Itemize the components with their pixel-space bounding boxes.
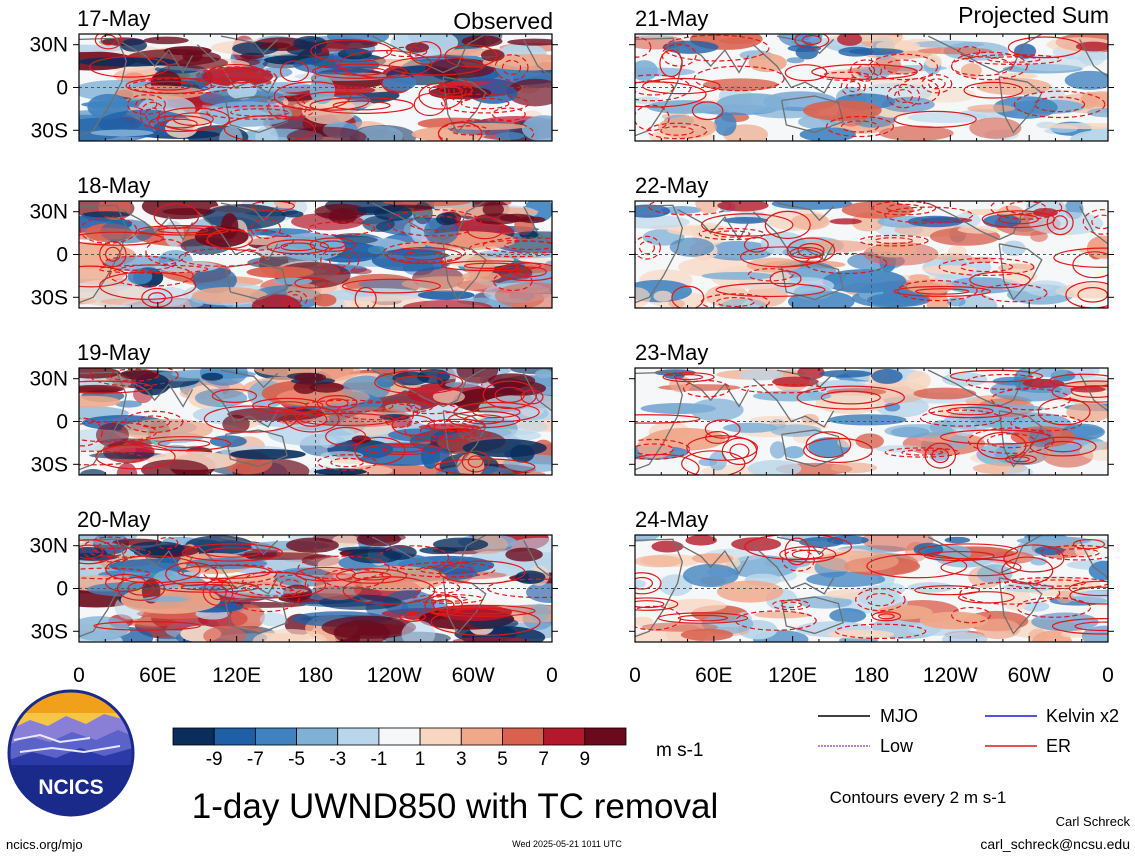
panel-date-label: 24-May	[635, 507, 708, 532]
lon-tick-label: 120W	[923, 664, 978, 687]
lat-tick-label: 30N	[29, 535, 68, 558]
lon-tick-label: 60E	[139, 664, 176, 687]
colorbar-swatch	[213, 727, 256, 746]
panel-date-label: 19-May	[77, 340, 150, 365]
map-panel: 22-May	[629, 173, 1114, 309]
lat-tick-label: 30N	[29, 34, 68, 57]
lat-tick-label: 30S	[31, 620, 68, 643]
wave-legend: MJO Kelvin x2 Low ER Contours every 2 m …	[818, 706, 1119, 807]
colorbar-tick-label: -1	[370, 749, 387, 770]
panel-date-label: 20-May	[77, 507, 150, 532]
colorbar-swatch	[502, 727, 545, 746]
colorbar-tick-label: 3	[456, 749, 467, 770]
legend-low-label: Low	[880, 736, 914, 756]
colorbar-tick-label: -7	[247, 749, 264, 770]
lat-tick-label: 30S	[31, 286, 68, 309]
panel-date-label: 18-May	[77, 173, 150, 198]
lon-tick-label: 0	[546, 664, 558, 687]
ncics-logo: NCICS	[7, 689, 135, 817]
colorbar: -9 -7 -5 -3 -1 1 3 5 7 9	[172, 727, 627, 770]
panel-date-label: 21-May	[635, 6, 708, 31]
panel-date-label: 22-May	[635, 173, 708, 198]
colorbar-tick-label: 1	[415, 749, 426, 770]
colorbar-swatch	[378, 727, 421, 746]
lat-tick-label: 30S	[31, 453, 68, 476]
panel-date-label: 17-May	[77, 6, 150, 31]
colorbar-swatch	[172, 727, 215, 746]
colorbar-tick-label: 7	[538, 749, 549, 770]
legend-er-label: ER	[1046, 736, 1071, 756]
colorbar-swatch	[296, 727, 339, 746]
map-panel: 30N 0 30S 17-May	[29, 6, 558, 142]
colorbar-tick-label: -5	[288, 749, 305, 770]
lon-tick-label: 180	[854, 664, 889, 687]
ncics-logo-text: NCICS	[38, 776, 103, 799]
lon-tick-label: 60W	[1008, 664, 1051, 687]
lon-tick-label: 120E	[768, 664, 817, 687]
map-panel: 30N 0 30S 18-May	[29, 173, 558, 309]
footer-timestamp: Wed 2025-05-21 1011 UTC	[512, 839, 622, 849]
colorbar-swatch	[419, 727, 462, 746]
colorbar-units: m s-1	[656, 740, 704, 761]
map-panel: 23-May	[629, 340, 1114, 476]
colorbar-swatch	[254, 727, 297, 746]
footer-url: ncics.org/mjo	[6, 837, 83, 852]
lat-tick-label: 0	[56, 411, 68, 434]
colorbar-swatch	[460, 727, 503, 746]
colorbar-swatch	[543, 727, 586, 746]
figure-title: 1-day UWND850 with TC removal	[192, 787, 718, 826]
lat-tick-label: 0	[56, 578, 68, 601]
lat-tick-label: 0	[56, 244, 68, 267]
lat-tick-label: 0	[56, 77, 68, 100]
map-panels: 30N030S17-May30N030S18-May30N030S19-May3…	[29, 6, 1114, 643]
panel-date-label: 23-May	[635, 340, 708, 365]
lat-tick-label: 30S	[31, 119, 68, 142]
footer-email: carl_schreck@ncsu.edu	[980, 836, 1130, 852]
contour-note: Contours every 2 m s-1	[830, 788, 1007, 807]
colorbar-tick-label: -9	[206, 749, 223, 770]
lon-tick-label: 0	[1102, 664, 1114, 687]
legend-kelvin-label: Kelvin x2	[1046, 706, 1119, 726]
lon-tick-label: 180	[298, 664, 333, 687]
colorbar-tick-label: -3	[329, 749, 346, 770]
lon-tick-label: 120E	[212, 664, 261, 687]
lon-tick-label: 60W	[452, 664, 495, 687]
map-panel: 21-May	[629, 6, 1114, 142]
colorbar-tick-label: 9	[580, 749, 591, 770]
colorbar-tick-label: 5	[497, 749, 508, 770]
observed-header: Observed	[453, 8, 553, 34]
longitude-axis: 0 60E 120E 180 120W 60W 0 0 60E 120E 180 120W 60W 0	[73, 664, 1114, 687]
lon-tick-label: 0	[629, 664, 641, 687]
footer-author: Carl Schreck	[1056, 814, 1131, 829]
lat-tick-label: 30N	[29, 368, 68, 391]
projected-sum-header: Projected Sum	[958, 2, 1109, 28]
map-panel: 30N 0 30S 19-May	[29, 340, 558, 476]
lat-tick-label: 30N	[29, 201, 68, 224]
lon-tick-label: 0	[73, 664, 85, 687]
colorbar-swatch	[337, 727, 380, 746]
lon-tick-label: 120W	[367, 664, 422, 687]
colorbar-swatch	[584, 727, 627, 746]
lon-tick-label: 60E	[695, 664, 732, 687]
legend-mjo-label: MJO	[880, 706, 918, 726]
map-panel: 30N 0 30S 20-May	[29, 507, 558, 643]
map-panel: 24-May	[629, 507, 1114, 643]
